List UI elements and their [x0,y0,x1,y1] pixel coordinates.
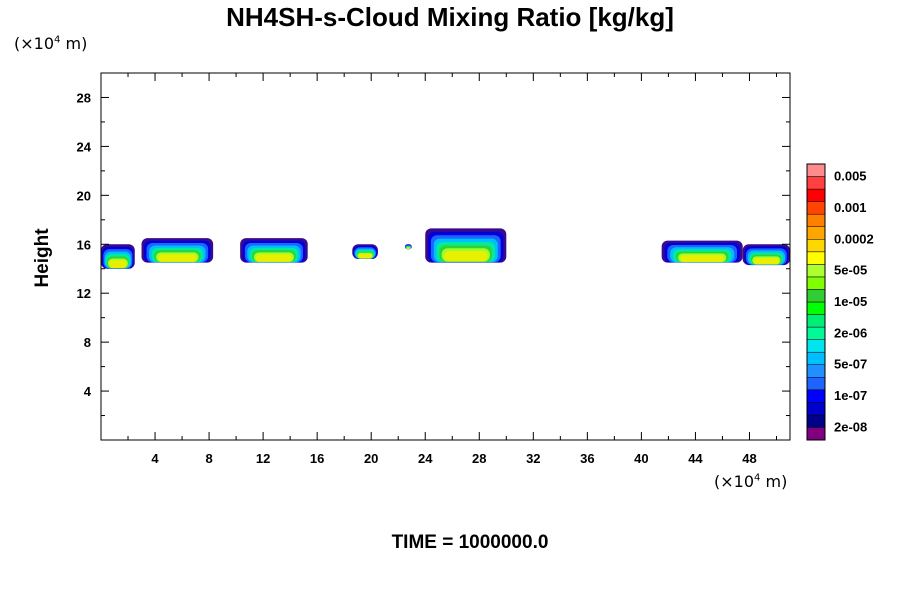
colorbar-swatch [806,264,826,278]
colorbar-swatch [806,414,826,428]
y-tick-label: 8 [84,335,91,350]
colorbar: 2e-08 1e-07 5e-07 2e-06 1e-05 5e-05 0.0002 0.00… [806,163,874,441]
cloud-band [358,253,373,259]
y-tick-label: 12 [77,286,91,301]
x-tick-label: 32 [526,451,540,466]
cloud-patch [101,244,135,269]
cloud-patch [661,240,743,263]
x-tick-label: 24 [418,451,433,466]
colorbar-swatch [806,402,826,416]
y-unit-exponent: 4 [54,34,61,46]
colorbar-swatch [806,364,826,378]
cloud-patch [425,228,507,263]
colorbar-swatch [806,176,826,190]
colorbar-label: 5e-05 [834,263,867,278]
cloud-band [255,254,293,262]
cloud-patch [141,238,214,263]
x-axis-unit: (×104 m) [714,472,787,491]
colorbar-swatch [806,301,826,315]
cloud-patch [404,244,412,250]
plot-frame [100,72,791,441]
colorbar-label: 0.005 [834,169,867,184]
colorbar-swatch [806,226,826,240]
colorbar-swatch [806,276,826,290]
colorbar-swatch [806,377,826,391]
cloud-band [406,247,411,249]
y-tick-label: 24 [77,139,92,154]
x-tick-label: 4 [151,451,159,466]
chart-title: NH4SH-s-Cloud Mixing Ratio [kg/kg] [226,2,674,32]
x-tick-label: 44 [688,451,703,466]
colorbar-label: 1e-05 [834,294,867,309]
x-tick-label: 40 [634,451,648,466]
time-label: TIME = 1000000.0 [391,532,549,553]
x-tick-label: 20 [364,451,378,466]
colorbar-swatch [806,251,826,265]
y-axis-unit: (×104 m) [14,34,87,53]
cloud-band [443,250,488,262]
x-unit-base: (×10 [714,472,755,491]
x-unit-exponent: 4 [754,472,761,484]
cloud-patch [352,244,378,259]
colorbar-label: 2e-08 [834,419,867,434]
colorbar-swatch [806,201,826,215]
colorbar-frame [806,163,826,441]
x-tick-label: 12 [256,451,270,466]
colorbar-swatch [806,213,826,227]
x-tick-label: 28 [472,451,486,466]
colorbar-swatch [806,239,826,253]
colorbar-swatch [806,163,826,177]
y-tick-label: 20 [77,188,91,203]
y-tick-label: 16 [77,237,91,252]
x-tick-label: 48 [742,451,756,466]
colorbar-swatch [806,389,826,403]
x-tick-label: 8 [205,451,212,466]
colorbar-label: 1e-07 [834,388,867,403]
y-tick-label: 28 [77,90,91,105]
cloud-band [158,254,197,262]
y-tick-label: 4 [84,384,92,399]
cloud-patch [240,238,308,263]
colorbar-swatch [806,427,826,441]
colorbar-swatch [806,326,826,340]
y-unit-base: (×10 [14,34,55,53]
x-tick-label: 16 [310,451,324,466]
cloud-band [680,255,724,262]
colorbar-label: 2e-06 [834,325,867,340]
colorbar-label: 0.001 [834,200,867,215]
x-unit-tail: m) [760,472,788,491]
colorbar-swatch [806,188,826,202]
colorbar-label: 5e-07 [834,357,867,372]
colorbar-swatch [806,289,826,303]
y-unit-tail: m) [60,34,88,53]
colorbar-swatch [806,351,826,365]
cloud-patch [742,244,790,266]
cloud-band [753,257,780,265]
cloud-band [108,260,127,268]
x-tick-label: 36 [580,451,594,466]
colorbar-swatch [806,314,826,328]
colorbar-label: 0.0002 [834,231,874,246]
colorbar-swatch [806,339,826,353]
cloud-patches [101,228,790,269]
